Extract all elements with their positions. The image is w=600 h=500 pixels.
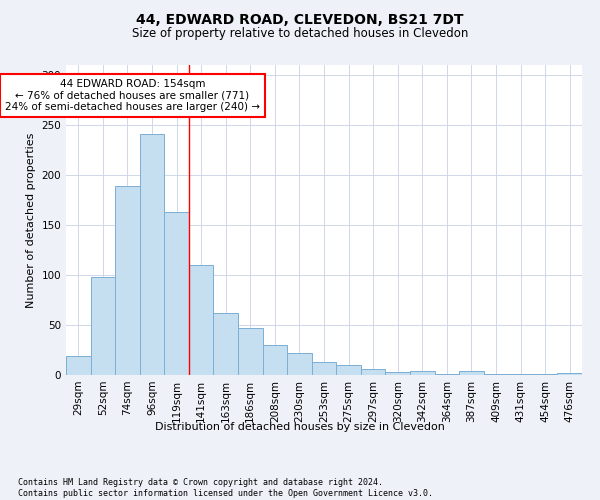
Bar xyxy=(66,356,91,375)
Text: 44, EDWARD ROAD, CLEVEDON, BS21 7DT: 44, EDWARD ROAD, CLEVEDON, BS21 7DT xyxy=(136,12,464,26)
Bar xyxy=(484,374,508,375)
Bar xyxy=(140,134,164,375)
Bar xyxy=(434,374,459,375)
Text: 44 EDWARD ROAD: 154sqm
← 76% of detached houses are smaller (771)
24% of semi-de: 44 EDWARD ROAD: 154sqm ← 76% of detached… xyxy=(5,79,260,112)
Bar xyxy=(91,277,115,375)
Bar xyxy=(361,369,385,375)
Bar xyxy=(214,313,238,375)
Text: Contains HM Land Registry data © Crown copyright and database right 2024.
Contai: Contains HM Land Registry data © Crown c… xyxy=(18,478,433,498)
Text: Distribution of detached houses by size in Clevedon: Distribution of detached houses by size … xyxy=(155,422,445,432)
Bar xyxy=(164,212,189,375)
Bar xyxy=(557,373,582,375)
Bar xyxy=(115,186,140,375)
Bar xyxy=(385,372,410,375)
Bar xyxy=(287,353,312,375)
Y-axis label: Number of detached properties: Number of detached properties xyxy=(26,132,36,308)
Bar xyxy=(336,365,361,375)
Bar xyxy=(508,374,533,375)
Text: Size of property relative to detached houses in Clevedon: Size of property relative to detached ho… xyxy=(132,28,468,40)
Bar xyxy=(238,328,263,375)
Bar xyxy=(410,371,434,375)
Bar xyxy=(312,362,336,375)
Bar xyxy=(189,265,214,375)
Bar xyxy=(533,374,557,375)
Bar xyxy=(263,345,287,375)
Bar xyxy=(459,371,484,375)
